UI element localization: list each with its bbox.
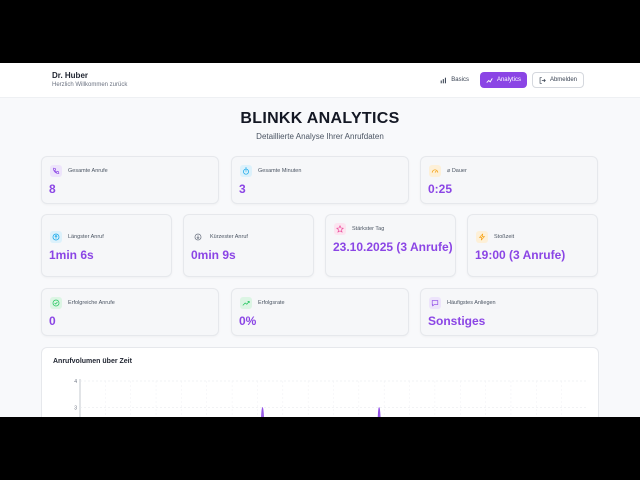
stat-label: Erfolgreiche Anrufe	[68, 300, 115, 306]
stat-label: Gesamte Anrufe	[68, 168, 108, 174]
call-volume-chart: 43	[74, 379, 587, 417]
page-title: BLINKK ANALYTICS	[240, 110, 400, 127]
timer-icon	[240, 165, 252, 177]
stat-label: Erfolgsrate	[258, 300, 285, 306]
stat-label: Kürzester Anruf	[210, 234, 248, 240]
top-nav: Basics Analytics Abmelden	[434, 72, 584, 88]
logout-label: Abmelden	[549, 77, 577, 83]
stat-label: Gesamte Minuten	[258, 168, 302, 174]
page-subtitle: Detaillierte Analyse Ihrer Anrufdaten	[256, 132, 384, 141]
welcome-text: Herzlich Willkommen zurück	[52, 82, 128, 88]
nav-analytics-button[interactable]: Analytics	[479, 72, 527, 88]
nav-basics-button[interactable]: Basics	[434, 72, 475, 88]
stat-value: 0	[49, 314, 56, 328]
stat-value: 0%	[239, 314, 257, 328]
stat-value: Sonstiges	[428, 314, 486, 328]
stat-card-shortest-call: Kürzester Anruf 0min 9s	[183, 214, 314, 277]
star-icon	[334, 223, 346, 235]
stat-value: 0min 9s	[191, 248, 236, 262]
logout-button[interactable]: Abmelden	[531, 72, 584, 88]
user-name: Dr. Huber	[52, 71, 89, 80]
bar-chart-icon	[440, 77, 447, 83]
gauge-icon	[429, 165, 441, 177]
stat-card-peak-time: Stoßzeit 19:00 (3 Anrufe)	[467, 214, 598, 277]
stat-value: 23.10.2025 (3 Anrufe)	[333, 240, 453, 254]
area-peak	[377, 407, 381, 417]
y-tick-label: 3	[74, 406, 77, 412]
stat-value: 1min 6s	[49, 248, 94, 262]
arrow-down-circle-icon	[192, 231, 204, 243]
stat-label: Häufigstes Anliegen	[447, 300, 496, 306]
stat-value: 8	[49, 182, 56, 196]
check-circle-icon	[50, 297, 62, 309]
stat-card-avg-duration: ⌀ Dauer 0:25	[420, 156, 598, 204]
stat-label: Längster Anruf	[68, 234, 104, 240]
bolt-icon	[476, 231, 488, 243]
stat-value: 19:00 (3 Anrufe)	[475, 248, 566, 262]
stat-value: 3	[239, 182, 246, 196]
area-peak	[261, 407, 264, 417]
stat-value: 0:25	[428, 182, 453, 196]
stat-card-longest-call: Längster Anruf 1min 6s	[41, 214, 172, 277]
nav-analytics-label: Analytics	[496, 77, 521, 83]
app-viewport: Dr. Huber Herzlich Willkommen zurück Bas…	[0, 63, 640, 417]
trend-icon	[486, 77, 493, 83]
stat-card-total-calls: Gesamte Anrufe 8	[41, 156, 219, 204]
stat-card-success-rate: Erfolgsrate 0%	[231, 288, 409, 336]
chart-title: Anrufvolumen über Zeit	[53, 358, 132, 365]
stat-label: Stärkster Tag	[352, 226, 385, 232]
stat-card-total-minutes: Gesamte Minuten 3	[231, 156, 409, 204]
y-tick-label: 4	[74, 379, 77, 385]
message-icon	[429, 297, 441, 309]
logout-icon	[539, 76, 546, 84]
stat-card-successful-calls: Erfolgreiche Anrufe 0	[41, 288, 219, 336]
top-header: Dr. Huber Herzlich Willkommen zurück Bas…	[0, 63, 640, 98]
stat-card-top-concern: Häufigstes Anliegen Sonstiges	[420, 288, 598, 336]
stat-label: Stoßzeit	[494, 234, 515, 240]
nav-basics-label: Basics	[451, 77, 469, 83]
phone-icon	[50, 165, 62, 177]
stat-label: ⌀ Dauer	[447, 168, 467, 174]
arrow-up-circle-icon	[50, 231, 62, 243]
trend-up-icon	[240, 297, 252, 309]
stat-card-strongest-day: Stärkster Tag 23.10.2025 (3 Anrufe)	[325, 214, 456, 277]
